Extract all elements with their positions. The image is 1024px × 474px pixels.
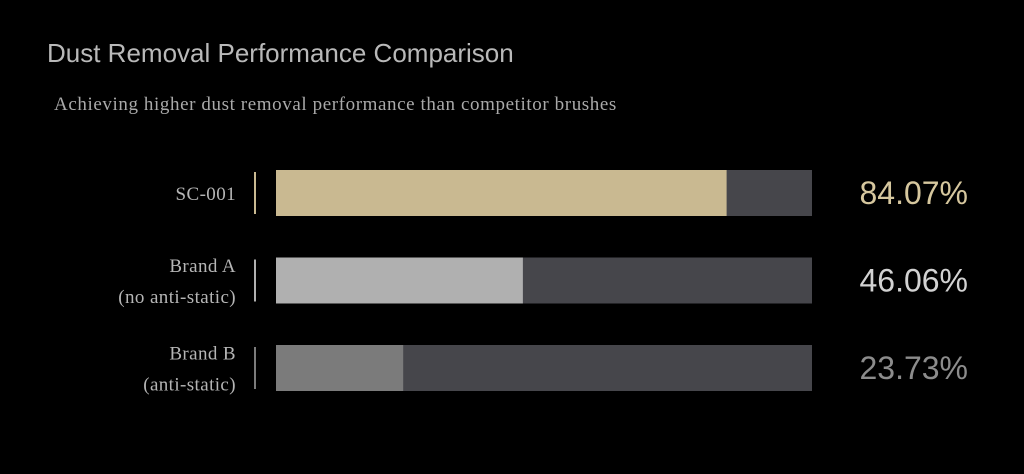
bar: [276, 257, 523, 304]
chart-title: Dust Removal Performance Comparison: [47, 38, 514, 68]
bar: [276, 345, 404, 391]
bar: [276, 170, 727, 216]
category-label: (anti-static): [143, 375, 236, 396]
category-label: Brand B: [169, 344, 236, 365]
value-label: 84.07%: [859, 175, 968, 211]
value-label: 23.73%: [859, 350, 968, 386]
chart-subtitle: Achieving higher dust removal performanc…: [54, 94, 617, 115]
value-label: 46.06%: [859, 263, 968, 299]
category-label: SC-001: [176, 184, 236, 205]
category-label: (no anti-static): [118, 287, 236, 308]
category-label: Brand A: [169, 256, 236, 277]
